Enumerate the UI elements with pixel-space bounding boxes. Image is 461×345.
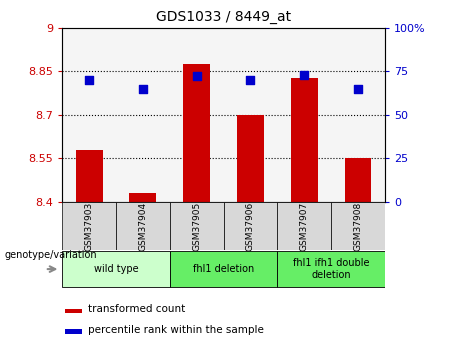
Bar: [237, 115, 264, 202]
Point: [85, 77, 93, 83]
Bar: [291, 78, 318, 202]
Text: GSM37903: GSM37903: [85, 201, 94, 250]
Text: GSM37904: GSM37904: [138, 201, 148, 250]
Bar: [331, 202, 385, 250]
Bar: [76, 149, 102, 202]
Bar: [130, 193, 156, 202]
Text: GSM37905: GSM37905: [192, 201, 201, 250]
Text: percentile rank within the sample: percentile rank within the sample: [88, 325, 264, 335]
Point: [355, 86, 362, 91]
Bar: [62, 251, 170, 287]
Bar: [344, 158, 372, 202]
Text: wild type: wild type: [94, 264, 138, 274]
Point: [193, 73, 201, 79]
Text: fhl1 deletion: fhl1 deletion: [193, 264, 254, 274]
Bar: [170, 251, 278, 287]
Bar: [62, 202, 116, 250]
Bar: [65, 309, 82, 313]
Bar: [116, 202, 170, 250]
Text: GSM37906: GSM37906: [246, 201, 255, 250]
Bar: [278, 202, 331, 250]
Text: GSM37908: GSM37908: [354, 201, 362, 250]
Bar: [183, 64, 210, 202]
Bar: [170, 202, 224, 250]
Point: [247, 77, 254, 83]
Bar: [224, 202, 278, 250]
Bar: [278, 251, 385, 287]
Text: GSM37907: GSM37907: [300, 201, 309, 250]
Point: [139, 86, 147, 91]
Point: [301, 72, 308, 77]
Text: transformed count: transformed count: [88, 304, 185, 314]
Title: GDS1033 / 8449_at: GDS1033 / 8449_at: [156, 10, 291, 24]
Text: fhl1 ifh1 double
deletion: fhl1 ifh1 double deletion: [293, 258, 369, 280]
Bar: [65, 329, 82, 334]
Text: genotype/variation: genotype/variation: [5, 250, 97, 260]
